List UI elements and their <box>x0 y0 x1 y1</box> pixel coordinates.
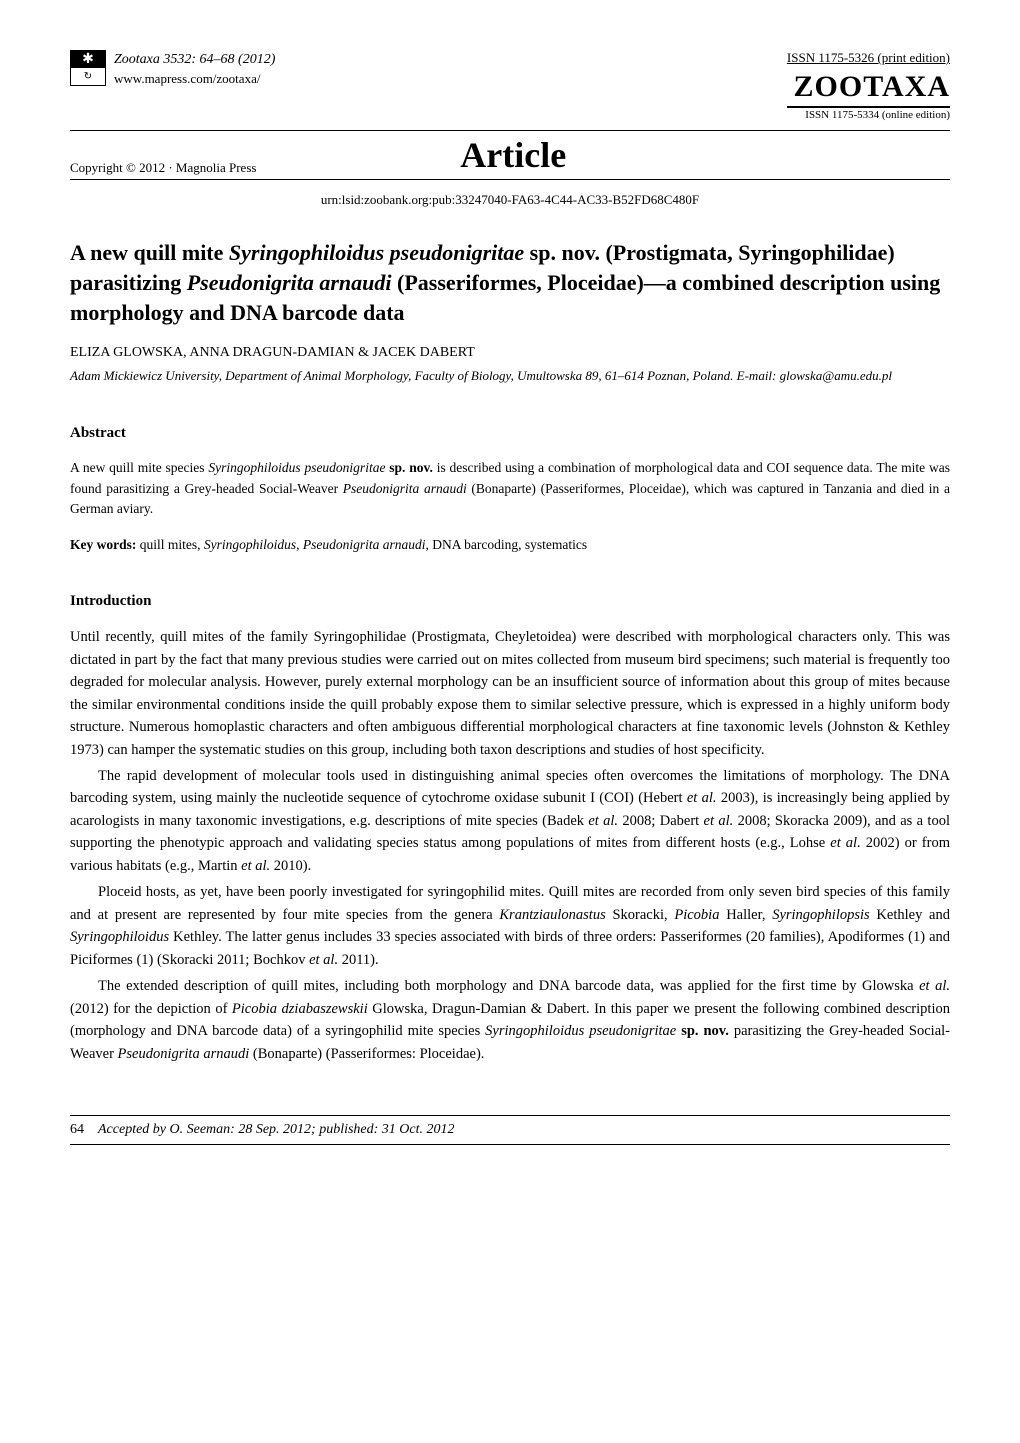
issn-online: ISSN 1175-5334 (online edition) <box>787 108 950 122</box>
issn-block: ISSN 1175-5326 (print edition) ZOOTAXA I… <box>787 50 950 122</box>
intro-para-1: Until recently, quill mites of the famil… <box>70 626 950 761</box>
abstract-heading: Abstract <box>70 425 950 442</box>
publisher-logo: ✱ ↻ <box>70 50 106 86</box>
title-text-1: A new quill mite <box>70 240 229 265</box>
journal-url: www.mapress.com/zootaxa/ <box>114 70 275 88</box>
intro-para-2: The rapid development of molecular tools… <box>70 765 950 877</box>
affiliation: Adam Mickiewicz University, Department o… <box>70 367 950 385</box>
header-row: ✱ ↻ Zootaxa 3532: 64–68 (2012) www.mapre… <box>70 50 950 122</box>
page-number: 64 <box>70 1122 84 1138</box>
intro-para-4: The extended description of quill mites,… <box>70 975 950 1065</box>
issn-print: ISSN 1175-5326 (print edition) <box>787 50 950 67</box>
copyright-text: Copyright © 2012 · Magnolia Press <box>70 160 256 176</box>
urn-identifier: urn:lsid:zoobank.org:pub:33247040-FA63-4… <box>70 192 950 208</box>
title-species-1: Syringophiloidus pseudonigritae <box>229 240 524 265</box>
logo-icon-bottom: ↻ <box>71 68 105 85</box>
introduction-heading: Introduction <box>70 593 950 610</box>
abstract-text: A new quill mite species Syringophiloidu… <box>70 458 950 519</box>
keywords-label: Key words: <box>70 537 136 552</box>
accepted-published: Accepted by O. Seeman: 28 Sep. 2012; pub… <box>98 1122 455 1138</box>
article-title: A new quill mite Syringophiloidus pseudo… <box>70 238 950 327</box>
logo-icon: ✱ <box>71 51 105 68</box>
journal-citation: Zootaxa 3532: 64–68 (2012) <box>114 50 275 70</box>
zootaxa-brand: ZOOTAXA <box>787 67 950 108</box>
keywords: Key words: quill mites, Syringophiloidus… <box>70 537 950 553</box>
intro-para-3: Ploceid hosts, as yet, have been poorly … <box>70 881 950 971</box>
title-species-2: Pseudonigrita arnaudi <box>187 270 392 295</box>
page-footer: 64 Accepted by O. Seeman: 28 Sep. 2012; … <box>70 1115 950 1145</box>
journal-info: Zootaxa 3532: 64–68 (2012) www.mapress.c… <box>114 50 275 88</box>
copyright-row: Copyright © 2012 · Magnolia Press Articl… <box>70 130 950 180</box>
article-label: Article <box>256 134 770 176</box>
introduction-section: Introduction Until recently, quill mites… <box>70 593 950 1065</box>
authors: ELIZA GLOWSKA, ANNA DRAGUN-DAMIAN & JACE… <box>70 345 950 361</box>
header-left: ✱ ↻ Zootaxa 3532: 64–68 (2012) www.mapre… <box>70 50 275 88</box>
